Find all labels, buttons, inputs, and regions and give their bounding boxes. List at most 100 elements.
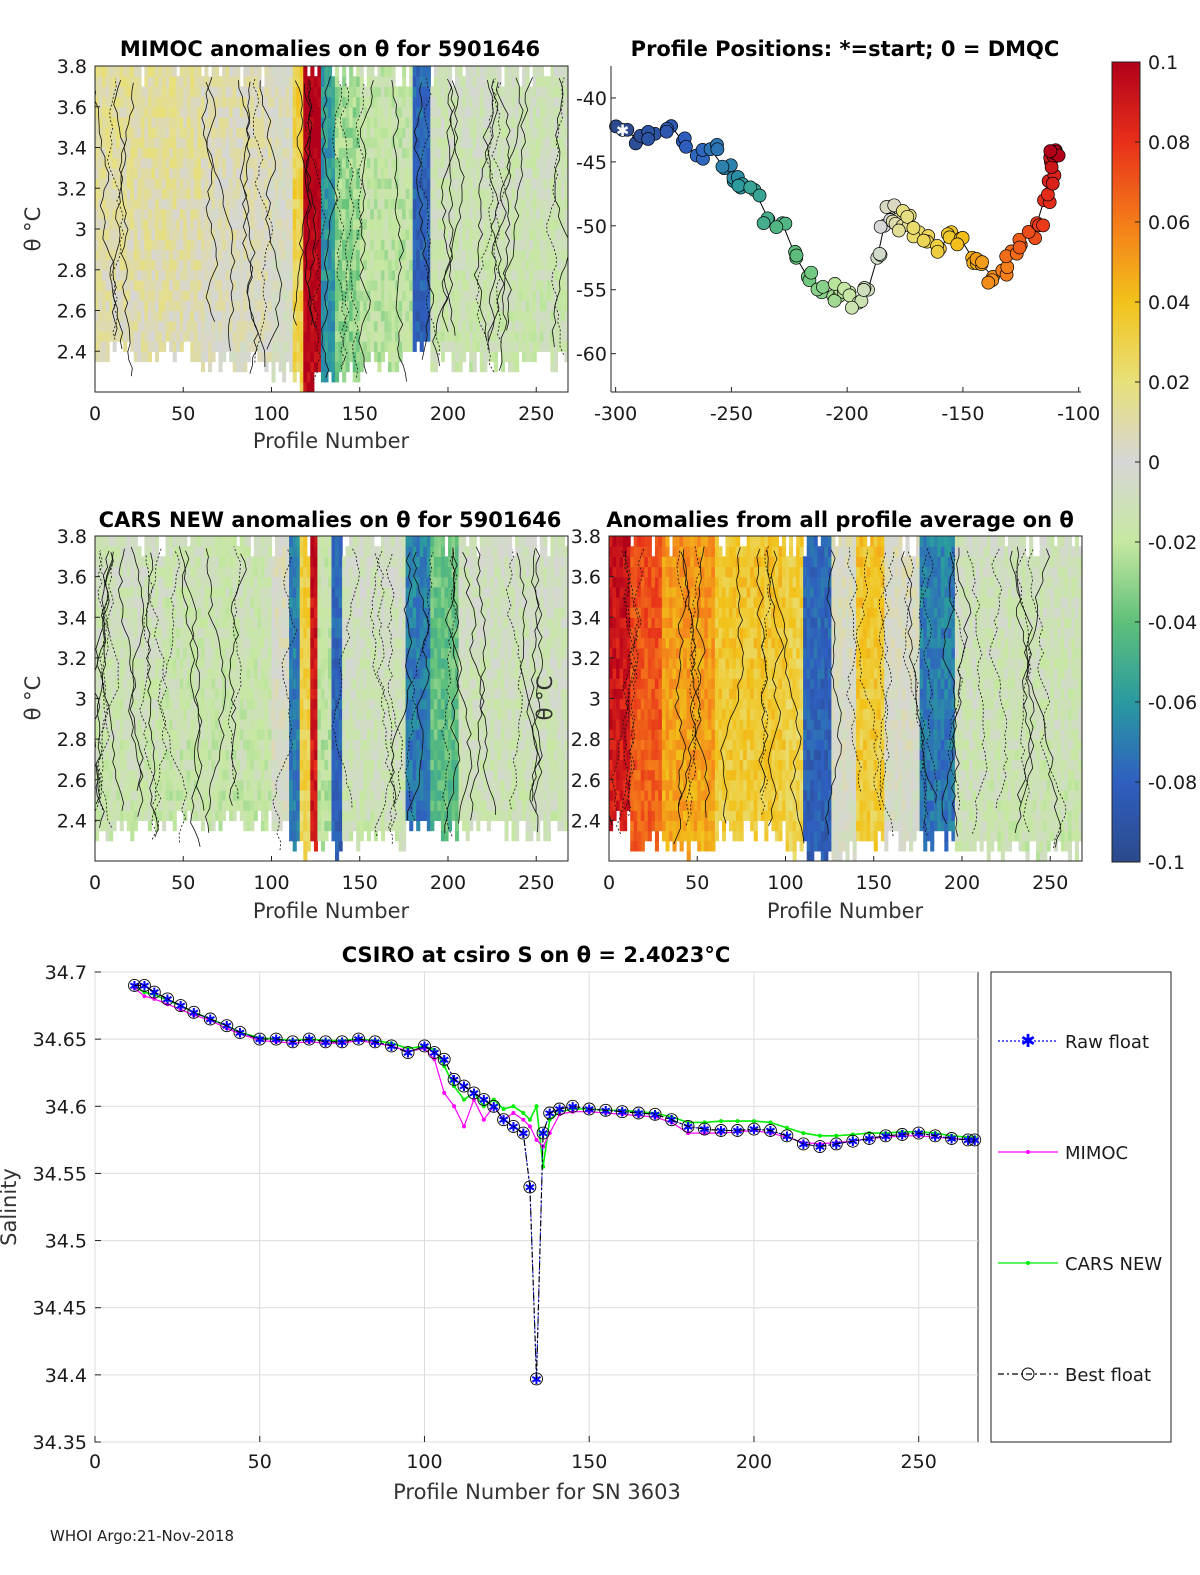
heatmap-cell xyxy=(465,341,470,352)
heatmap-cell xyxy=(123,259,128,271)
heatmap-cell xyxy=(123,66,128,77)
heatmap-cell xyxy=(550,178,555,189)
heatmap-cell xyxy=(95,300,100,312)
heatmap-cell xyxy=(546,249,551,261)
position-point xyxy=(827,293,842,308)
heatmap-cell xyxy=(236,188,241,200)
heatmap-cell xyxy=(522,86,527,98)
heatmap-cell xyxy=(155,351,160,363)
heatmap-cell xyxy=(165,66,170,77)
heatmap-cell xyxy=(169,739,174,750)
heatmap-cell xyxy=(370,320,375,332)
heatmap-cell xyxy=(405,188,410,200)
heatmap-cell xyxy=(292,208,297,220)
heatmap-cell xyxy=(469,116,474,128)
heatmap-cell xyxy=(208,198,213,210)
heatmap-cell xyxy=(349,330,354,342)
heatmap-cell xyxy=(179,229,184,240)
heatmap-cell xyxy=(123,76,128,87)
heatmap-cell xyxy=(260,208,265,220)
heatmap-cell xyxy=(299,239,304,250)
position-point xyxy=(1045,176,1060,191)
heatmap-cell xyxy=(204,668,209,679)
heatmap-cell xyxy=(405,167,410,179)
heatmap-cell xyxy=(179,668,184,679)
heatmap-cell xyxy=(140,320,145,332)
heatmap-cell xyxy=(328,330,333,342)
heatmap-cell xyxy=(479,361,484,373)
heatmap-cell xyxy=(162,96,167,108)
heatmap-cell xyxy=(345,351,350,363)
heatmap-cell xyxy=(211,320,216,332)
heatmap-cell xyxy=(102,800,107,811)
heatmap-cell xyxy=(546,106,551,118)
heatmap-cell xyxy=(342,239,347,250)
heatmap-cell xyxy=(126,596,131,608)
heatmap-cell xyxy=(232,96,237,108)
heatmap-cell xyxy=(253,157,258,169)
heatmap-cell xyxy=(476,198,481,210)
heatmap-cell xyxy=(98,259,103,271)
heatmap-cell xyxy=(366,269,371,281)
heatmap-cell xyxy=(486,157,491,169)
heatmap-cell xyxy=(190,607,195,618)
heatmap-cell xyxy=(359,167,364,179)
heatmap-cell xyxy=(158,668,163,679)
heatmap-cell xyxy=(522,249,527,261)
heatmap-cell xyxy=(158,647,163,659)
heatmap-cell xyxy=(151,76,156,87)
heatmap-cell xyxy=(109,607,114,618)
heatmap-cell xyxy=(172,586,177,598)
heatmap-cell xyxy=(462,239,467,250)
heatmap-cell xyxy=(105,739,110,750)
heatmap-cell xyxy=(95,229,100,240)
heatmap-cell xyxy=(557,269,562,281)
heatmap-cell xyxy=(140,749,145,761)
heatmap-cell xyxy=(504,86,509,98)
heatmap-cell xyxy=(335,361,340,373)
heatmap-cell xyxy=(264,341,269,352)
heatmap-cell xyxy=(250,330,255,342)
heatmap-cell xyxy=(130,290,135,301)
heatmap-cell xyxy=(126,76,131,87)
heatmap-cell xyxy=(264,300,269,312)
heatmap-cell xyxy=(123,637,128,649)
heatmap-cell xyxy=(137,218,142,230)
heatmap-cell xyxy=(455,127,460,138)
heatmap-cell xyxy=(232,269,237,281)
heatmap-cell xyxy=(200,688,205,700)
heatmap-cell xyxy=(197,229,202,240)
position-point xyxy=(752,188,767,203)
heatmap-cell xyxy=(458,229,463,240)
heatmap-cell xyxy=(462,300,467,312)
heatmap-cell xyxy=(433,249,438,261)
heatmap-cell xyxy=(105,536,110,547)
heatmap-cell xyxy=(257,66,262,77)
heatmap-cell xyxy=(416,86,421,98)
heatmap-cell xyxy=(543,320,548,332)
heatmap-cell xyxy=(151,66,156,77)
heatmap-cell xyxy=(349,269,354,281)
heatmap-cell xyxy=(366,290,371,301)
heatmap-cell xyxy=(144,127,149,138)
heatmap-cell xyxy=(222,157,227,169)
heatmap-cell xyxy=(95,759,100,771)
heatmap-cell xyxy=(169,789,174,801)
heatmap-cell xyxy=(553,218,558,230)
heatmap-cell xyxy=(130,239,135,250)
heatmap-cell xyxy=(204,249,209,261)
heatmap-cell xyxy=(232,279,237,291)
heatmap-cell xyxy=(200,249,205,261)
heatmap-cell xyxy=(112,759,117,771)
heatmap-cell xyxy=(433,106,438,118)
heatmap-cell xyxy=(440,249,445,261)
heatmap-cell xyxy=(151,586,156,598)
heatmap-cell xyxy=(405,147,410,159)
heatmap-cell xyxy=(402,208,407,220)
heatmap-cell xyxy=(102,259,107,271)
heatmap-cell xyxy=(102,167,107,179)
heatmap-cell xyxy=(504,320,509,332)
heatmap-cell xyxy=(172,789,177,801)
contour-line xyxy=(413,82,434,360)
heatmap-cell xyxy=(296,106,301,118)
